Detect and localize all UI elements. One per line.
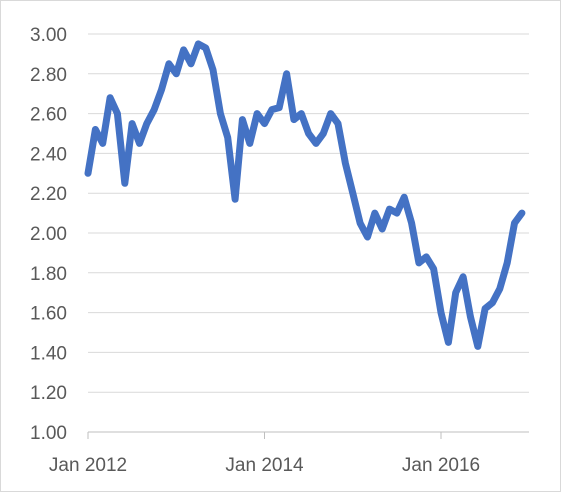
x-tick-label: Jan 2016 bbox=[402, 455, 480, 476]
data-point bbox=[401, 194, 408, 201]
data-point bbox=[246, 140, 253, 147]
data-point bbox=[188, 60, 194, 67]
y-axis-ticks: 1.00 1.20 1.40 1.60 1.80 2.00 2.20 2.40 2.60 2.80… bbox=[30, 25, 67, 444]
data-point bbox=[335, 120, 341, 127]
data-point bbox=[261, 120, 268, 127]
data-point bbox=[121, 180, 128, 187]
data-point bbox=[467, 313, 474, 320]
data-point bbox=[99, 140, 106, 147]
y-tick-label: 1.00 bbox=[30, 423, 67, 444]
y-tick-label: 1.20 bbox=[30, 383, 67, 404]
data-point bbox=[224, 134, 231, 141]
data-point bbox=[173, 70, 180, 77]
data-point bbox=[364, 234, 371, 240]
data-point bbox=[489, 299, 496, 306]
data-point bbox=[202, 44, 209, 51]
series-layer bbox=[84, 40, 526, 350]
data-point bbox=[386, 206, 393, 213]
y-tick-label: 2.00 bbox=[30, 224, 67, 245]
x-axis: Jan 2012 Jan 2014 Jan 2016 bbox=[49, 431, 529, 476]
data-point bbox=[276, 104, 283, 111]
y-tick-label: 1.60 bbox=[30, 304, 67, 325]
data-point bbox=[298, 110, 305, 117]
gridlines bbox=[88, 33, 529, 433]
data-point bbox=[136, 140, 143, 147]
data-point bbox=[143, 120, 150, 127]
data-point bbox=[210, 66, 216, 73]
series-line bbox=[84, 40, 526, 350]
data-point bbox=[460, 273, 467, 280]
data-point bbox=[379, 226, 386, 232]
data-point bbox=[290, 116, 297, 123]
data-point bbox=[408, 220, 415, 227]
y-tick-label: 2.60 bbox=[30, 105, 67, 126]
y-tick-label: 1.40 bbox=[30, 343, 67, 364]
data-point bbox=[496, 285, 503, 292]
data-point bbox=[129, 120, 136, 127]
data-point bbox=[349, 190, 356, 197]
y-tick-label: 2.40 bbox=[30, 144, 67, 165]
data-point bbox=[195, 40, 202, 47]
data-point bbox=[165, 60, 172, 67]
y-tick-label: 2.20 bbox=[30, 184, 67, 205]
data-point bbox=[504, 259, 511, 266]
data-point bbox=[313, 140, 319, 147]
data-point bbox=[482, 305, 489, 312]
data-point bbox=[327, 110, 334, 117]
y-tick-label: 1.80 bbox=[30, 264, 67, 285]
data-point bbox=[357, 220, 364, 227]
data-point bbox=[268, 106, 275, 113]
data-point bbox=[474, 343, 481, 350]
data-point bbox=[342, 160, 349, 167]
data-point bbox=[239, 116, 246, 123]
data-point bbox=[445, 339, 452, 346]
y-tick-label: 3.00 bbox=[30, 25, 67, 46]
data-point bbox=[232, 196, 239, 203]
data-point bbox=[305, 130, 312, 137]
x-tick-label: Jan 2012 bbox=[49, 455, 127, 476]
data-point bbox=[452, 289, 459, 296]
data-point bbox=[158, 86, 165, 93]
x-tick-label: Jan 2014 bbox=[225, 455, 304, 476]
y-tick-label: 2.80 bbox=[30, 65, 67, 86]
data-point bbox=[393, 210, 400, 217]
data-point bbox=[254, 110, 261, 117]
data-point bbox=[180, 46, 187, 53]
data-point bbox=[92, 126, 99, 133]
data-point bbox=[371, 210, 378, 217]
data-point bbox=[85, 170, 91, 177]
data-point bbox=[107, 94, 114, 101]
data-point bbox=[151, 106, 158, 113]
data-point bbox=[423, 253, 430, 260]
data-point bbox=[114, 110, 121, 117]
data-point bbox=[283, 70, 290, 77]
data-point bbox=[217, 110, 224, 117]
data-point bbox=[511, 220, 518, 227]
data-point bbox=[430, 265, 437, 272]
data-point bbox=[438, 309, 444, 316]
data-point bbox=[415, 259, 422, 266]
data-point bbox=[518, 210, 525, 217]
data-point bbox=[320, 130, 327, 137]
